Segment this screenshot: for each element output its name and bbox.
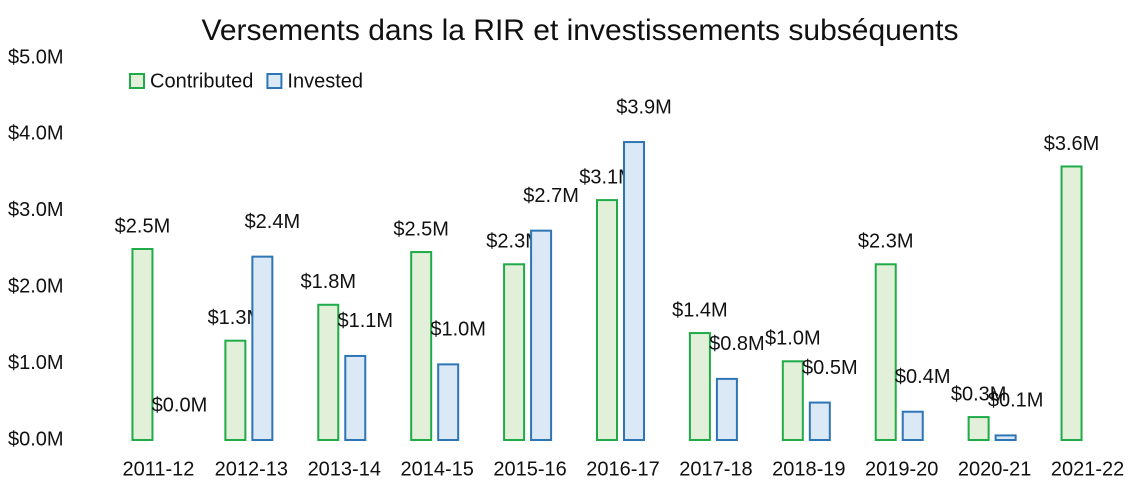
x-tick-label: 2011-12 — [122, 458, 194, 480]
bar — [224, 339, 247, 441]
data-label: $2.5M — [115, 215, 171, 237]
y-tick-label: $1.0M — [8, 352, 64, 374]
data-label: $1.3M — [208, 307, 264, 329]
chart-title: Versements dans la RIR et investissement… — [201, 14, 958, 47]
data-label: $3.6M — [1044, 133, 1100, 155]
data-label: $1.1M — [337, 310, 393, 332]
data-label: $1.0M — [430, 319, 486, 341]
bar — [994, 434, 1017, 441]
y-tick-label: $0.0M — [8, 428, 64, 450]
y-tick-label: $4.0M — [8, 123, 64, 145]
bar — [967, 416, 990, 441]
bar — [503, 263, 526, 441]
x-tick-label: 2012-13 — [215, 458, 288, 480]
bar — [251, 255, 274, 442]
bar — [715, 377, 738, 442]
bar — [781, 360, 804, 442]
data-label: $3.1M — [579, 166, 635, 188]
bar — [688, 332, 711, 442]
x-tick-label: 2021-22 — [1051, 458, 1124, 480]
bar — [344, 354, 367, 441]
bar — [1060, 165, 1083, 441]
bar — [410, 251, 433, 441]
data-label: $0.5M — [802, 357, 858, 379]
x-tick-label: 2016-17 — [586, 458, 659, 480]
x-tick-label: 2013-14 — [308, 458, 381, 480]
x-tick-label: 2014-15 — [400, 458, 473, 480]
data-label: $1.0M — [765, 328, 821, 350]
data-label: $0.1M — [988, 390, 1044, 412]
bar — [808, 401, 831, 441]
data-label: $1.8M — [300, 271, 356, 293]
y-tick-label: $3.0M — [8, 199, 64, 221]
legend-swatch — [129, 73, 145, 89]
x-tick-label: 2017-18 — [679, 458, 752, 480]
bar — [317, 303, 340, 441]
y-tick-label: $5.0M — [8, 46, 64, 68]
data-label: $2.3M — [858, 231, 914, 253]
legend-label: Contributed — [150, 70, 253, 92]
y-tick-label: $2.0M — [8, 275, 64, 297]
legend-swatch — [266, 73, 283, 89]
data-label: $0.0M — [152, 394, 208, 416]
x-tick-label: 2018-19 — [772, 458, 845, 480]
data-label: $2.5M — [393, 218, 449, 240]
data-label: $0.8M — [709, 333, 765, 355]
data-label: $0.3M — [951, 383, 1007, 405]
legend-label: Invested — [287, 70, 363, 92]
data-label: $2.3M — [486, 231, 542, 253]
bar — [901, 410, 924, 441]
data-label: $3.9M — [616, 96, 672, 118]
x-tick-label: 2015-16 — [493, 458, 566, 480]
bar — [874, 263, 897, 441]
data-label: $2.7M — [523, 185, 579, 207]
data-label: $2.4M — [245, 211, 301, 233]
bar — [530, 229, 553, 441]
bar — [437, 363, 460, 442]
bar — [623, 141, 645, 441]
bar — [596, 199, 618, 441]
x-tick-label: 2019-20 — [865, 458, 938, 480]
data-label: $0.4M — [895, 366, 951, 388]
bar — [131, 248, 154, 441]
data-label: $1.4M — [672, 299, 728, 321]
x-tick-label: 2020-21 — [958, 458, 1031, 480]
